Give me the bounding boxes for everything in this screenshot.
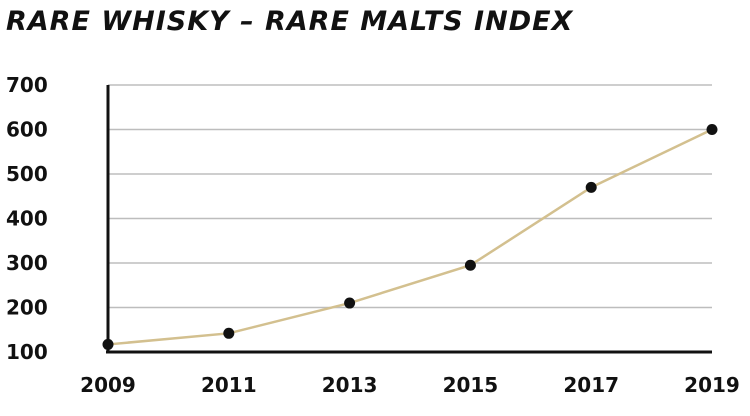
data-point-2009 bbox=[102, 338, 114, 350]
series-line-0 bbox=[107, 128, 713, 346]
y-tick-label-300: 300 bbox=[6, 251, 48, 275]
data-point-2015 bbox=[464, 259, 476, 271]
x-tick-label-2017: 2017 bbox=[563, 373, 619, 397]
data-point-2019 bbox=[706, 124, 718, 135]
y-tick-label-200: 200 bbox=[6, 296, 48, 320]
series-layer bbox=[102, 124, 718, 350]
axes bbox=[106, 85, 712, 354]
x-tick-label-2013: 2013 bbox=[322, 373, 378, 397]
x-tick-label-2011: 2011 bbox=[201, 373, 257, 397]
x-tick-label-2015: 2015 bbox=[443, 373, 499, 397]
data-point-2013 bbox=[344, 297, 356, 309]
chart-title: RARE WHISKY – RARE MALTS INDEX bbox=[6, 6, 574, 37]
y-tick-label-600: 600 bbox=[6, 118, 48, 142]
y-tick-label-700: 700 bbox=[6, 73, 48, 97]
gridlines bbox=[108, 84, 712, 309]
y-tick-label-400: 400 bbox=[6, 207, 48, 231]
x-tick-label-2009: 2009 bbox=[80, 373, 136, 397]
x-tick-label-2019: 2019 bbox=[684, 373, 740, 397]
x-axis-tick-labels: 2009 2011 2013 2015 2017 2019 bbox=[80, 373, 740, 397]
data-point-2017 bbox=[585, 181, 597, 193]
data-point-2011 bbox=[223, 327, 235, 339]
y-tick-label-100: 100 bbox=[6, 340, 48, 364]
y-tick-label-500: 500 bbox=[6, 162, 48, 186]
y-axis-tick-labels: 100 200 300 400 500 600 700 bbox=[6, 73, 48, 364]
